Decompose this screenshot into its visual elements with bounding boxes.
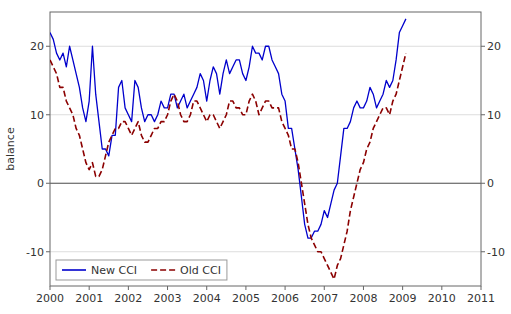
x-tick-label: 2011: [467, 292, 495, 305]
chart: -10 -10 0 0 10 10 20 20 2000 2001 2002 2003 2004 2005…: [0, 0, 511, 314]
x-tick-label: 2005: [232, 292, 260, 305]
y-tick-label: 20: [30, 40, 44, 53]
legend-label: Old CCI: [180, 264, 221, 277]
grid: [50, 46, 481, 252]
y-tick-label-right: 10: [487, 109, 501, 122]
y-tick-label-right: 0: [487, 177, 494, 190]
x-tick: [363, 286, 364, 290]
x-tick: [324, 286, 325, 290]
x-axis: 2000 2001 2002 2003 2004 2005 2006 2007 2008 2009…: [36, 286, 495, 305]
x-tick-label: 2008: [349, 292, 377, 305]
x-tick-label: 2009: [389, 292, 417, 305]
x-tick: [245, 286, 246, 290]
y-tick: [46, 251, 50, 252]
legend-swatch: [151, 269, 175, 271]
y-axis: -10 -10 0 0 10 10 20 20: [26, 40, 505, 259]
legend-swatch: [62, 269, 86, 271]
x-tick: [402, 286, 403, 290]
x-tick-label: 2006: [271, 292, 299, 305]
lines: [50, 19, 406, 279]
x-tick-label: 2003: [154, 292, 182, 305]
y-tick: [46, 114, 50, 115]
x-tick: [89, 286, 90, 290]
x-tick: [167, 286, 168, 290]
y-tick-right: [481, 114, 485, 115]
x-tick-label: 2007: [310, 292, 338, 305]
grid-line: [50, 114, 481, 115]
y-tick-label-right: -10: [487, 246, 505, 259]
y-tick-label: 0: [37, 177, 44, 190]
x-tick-label: 2004: [193, 292, 221, 305]
y-tick-label-right: 20: [487, 40, 501, 53]
x-tick: [285, 286, 286, 290]
legend-item: Old CCI: [151, 264, 221, 277]
y-tick-right: [481, 46, 485, 47]
y-tick-label: -10: [26, 246, 44, 259]
x-tick: [128, 286, 129, 290]
x-tick: [481, 286, 482, 290]
x-tick: [441, 286, 442, 290]
y-tick-right: [481, 251, 485, 252]
x-tick-label: 2001: [75, 292, 103, 305]
zero-line: [50, 183, 481, 184]
legend: New CCI Old CCI: [56, 260, 227, 280]
y-axis-label: balance: [4, 127, 17, 171]
grid-line: [50, 183, 481, 184]
x-tick-label: 2010: [428, 292, 456, 305]
y-tick: [46, 46, 50, 47]
x-tick-label: 2002: [114, 292, 142, 305]
x-tick: [50, 286, 51, 290]
x-tick-label: 2000: [36, 292, 64, 305]
legend-item: New CCI: [62, 264, 137, 277]
y-tick-label: 10: [30, 109, 44, 122]
series-line: [50, 53, 406, 279]
y-tick-right: [481, 183, 485, 184]
grid-line: [50, 251, 481, 252]
y-tick: [46, 183, 50, 184]
plot-frame: [50, 12, 481, 286]
legend-box: [56, 260, 227, 280]
legend-label: New CCI: [91, 264, 137, 277]
x-tick: [206, 286, 207, 290]
